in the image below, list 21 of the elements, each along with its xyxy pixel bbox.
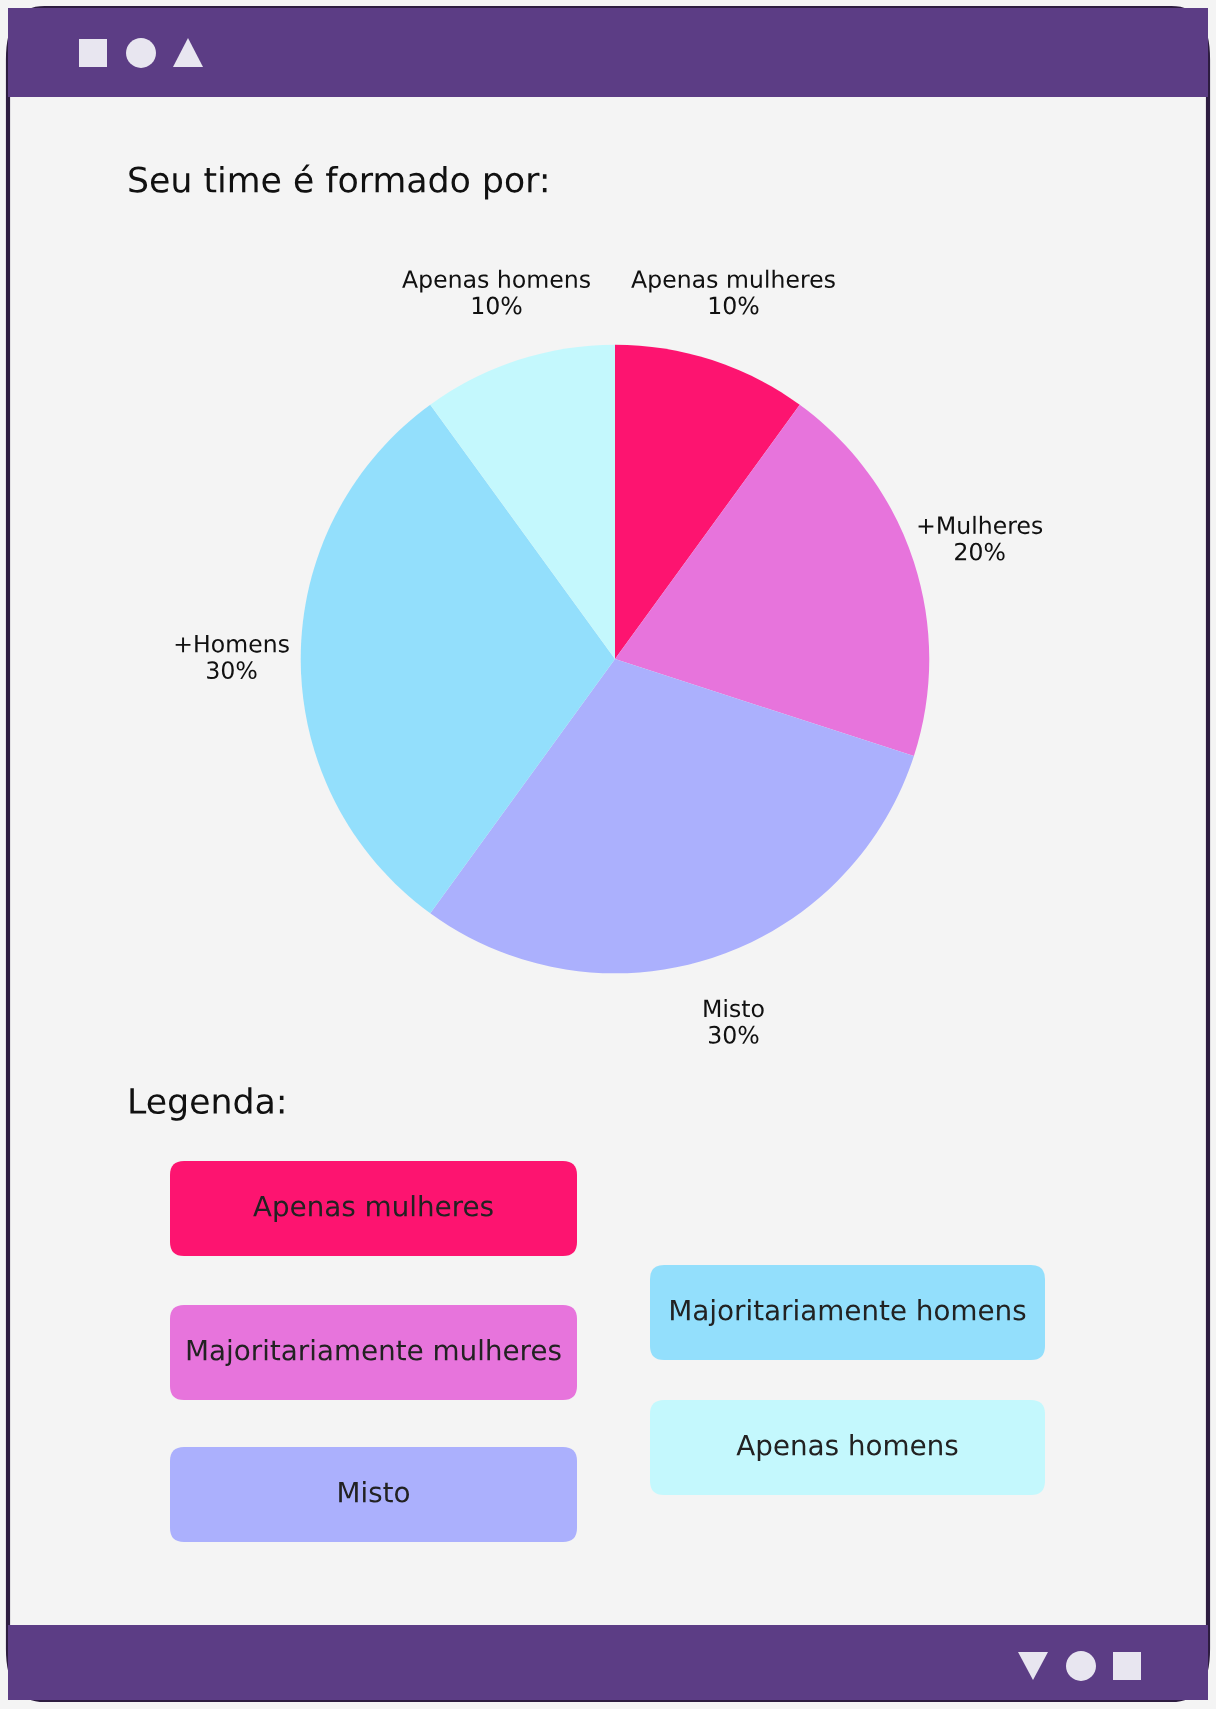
pie-slice bbox=[615, 344, 800, 659]
pie-slice bbox=[300, 404, 615, 914]
slice-label: Apenas mulheres bbox=[631, 269, 835, 293]
text: Majoritariamente mulheres bbox=[187, 1339, 561, 1366]
data-label: 30% bbox=[207, 661, 257, 680]
legend-title: Legenda: bbox=[130, 1087, 284, 1121]
text: Misto bbox=[339, 1481, 409, 1503]
pie-slice bbox=[430, 344, 615, 659]
data-label: 10% bbox=[709, 296, 759, 315]
text: Apenas mulheres bbox=[253, 1195, 493, 1222]
slice-label: +Mulheres bbox=[918, 515, 1043, 535]
slice-label: Misto bbox=[704, 999, 764, 1018]
slice-label: Apenas homens bbox=[402, 269, 590, 293]
pie-slice bbox=[430, 659, 914, 974]
data-label: 20% bbox=[955, 542, 1005, 561]
slice-label: +Homens bbox=[175, 635, 289, 653]
data-label: 10% bbox=[472, 296, 522, 315]
chart-title: Seu time é formado por: bbox=[129, 164, 547, 200]
text: Majoritariamente homens bbox=[671, 1299, 1026, 1326]
text: Apenas homens bbox=[736, 1434, 958, 1461]
data-label: 30% bbox=[709, 1025, 759, 1044]
